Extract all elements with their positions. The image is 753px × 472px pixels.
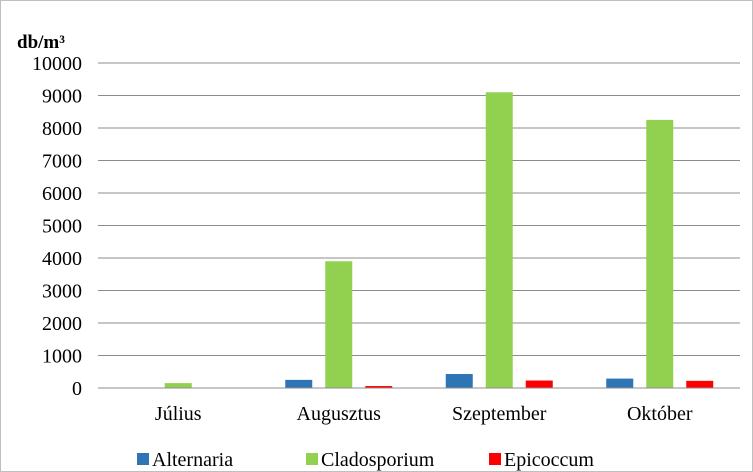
legend-swatch: [489, 453, 501, 465]
x-category-label: Július: [155, 403, 202, 425]
legend: Alternaria Cladosporium Epicoccum: [137, 449, 594, 471]
gridlines: [98, 62, 740, 389]
bar-alternaria-1: [285, 379, 313, 388]
bar-epicoccum-1: [365, 386, 393, 388]
y-tick-label: 3000: [42, 281, 82, 303]
legend-label: Cladosporium: [321, 449, 435, 471]
bar-epicoccum-3: [686, 380, 714, 388]
y-tick-label: 7000: [42, 151, 82, 173]
bar-cladosporium-3: [646, 119, 674, 388]
y-tick-label: 0: [72, 378, 82, 400]
x-category-label: Október: [627, 403, 693, 425]
y-tick-label: 4000: [42, 248, 82, 270]
legend-label: Epicoccum: [504, 449, 594, 471]
y-tick-label: 2000: [42, 313, 82, 335]
bar-cladosporium-2: [485, 92, 513, 388]
legend-swatch: [306, 453, 318, 465]
y-tick-label: 8000: [42, 118, 82, 140]
y-tick-label: 6000: [42, 183, 82, 205]
x-category-label: Augusztus: [297, 403, 382, 425]
y-unit-label: db/m³: [17, 32, 65, 53]
bar-cladosporium-1: [325, 261, 353, 388]
y-tick-label: 9000: [42, 86, 82, 108]
legend-label: Alternaria: [152, 449, 233, 471]
legend-swatch: [137, 453, 149, 465]
bars: [164, 92, 714, 388]
bar-alternaria-2: [445, 374, 473, 388]
y-tick-label: 5000: [42, 216, 82, 238]
x-category-label: Szeptember: [452, 403, 547, 425]
y-tick-label: 10000: [32, 53, 82, 75]
bar-epicoccum-2: [525, 380, 553, 388]
y-tick-label: 1000: [42, 346, 82, 368]
bar-alternaria-3: [606, 378, 634, 388]
y-axis: 0 1000 2000 3000 4000 5000 6000 7000 8000 9000 100…: [32, 53, 82, 400]
bar-cladosporium-0: [164, 383, 192, 388]
x-axis: Július Augusztus Szeptember Október: [98, 387, 740, 425]
